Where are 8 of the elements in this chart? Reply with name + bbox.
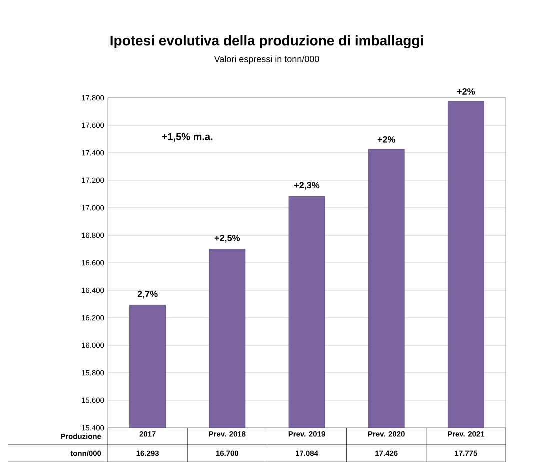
chart-title: Ipotesi evolutiva della produzione di imballaggi (110, 35, 424, 48)
annotation: 2,7% (138, 290, 158, 299)
chart-subtitle: Valori espressi in tonn/000 (214, 56, 320, 64)
annotation: +2,5% (214, 234, 240, 243)
annotation: +2,3% (294, 182, 320, 190)
annotation: +2% (457, 88, 476, 95)
annotation: +1,5% m.a. (162, 133, 213, 142)
annotation: +2% (378, 136, 396, 143)
